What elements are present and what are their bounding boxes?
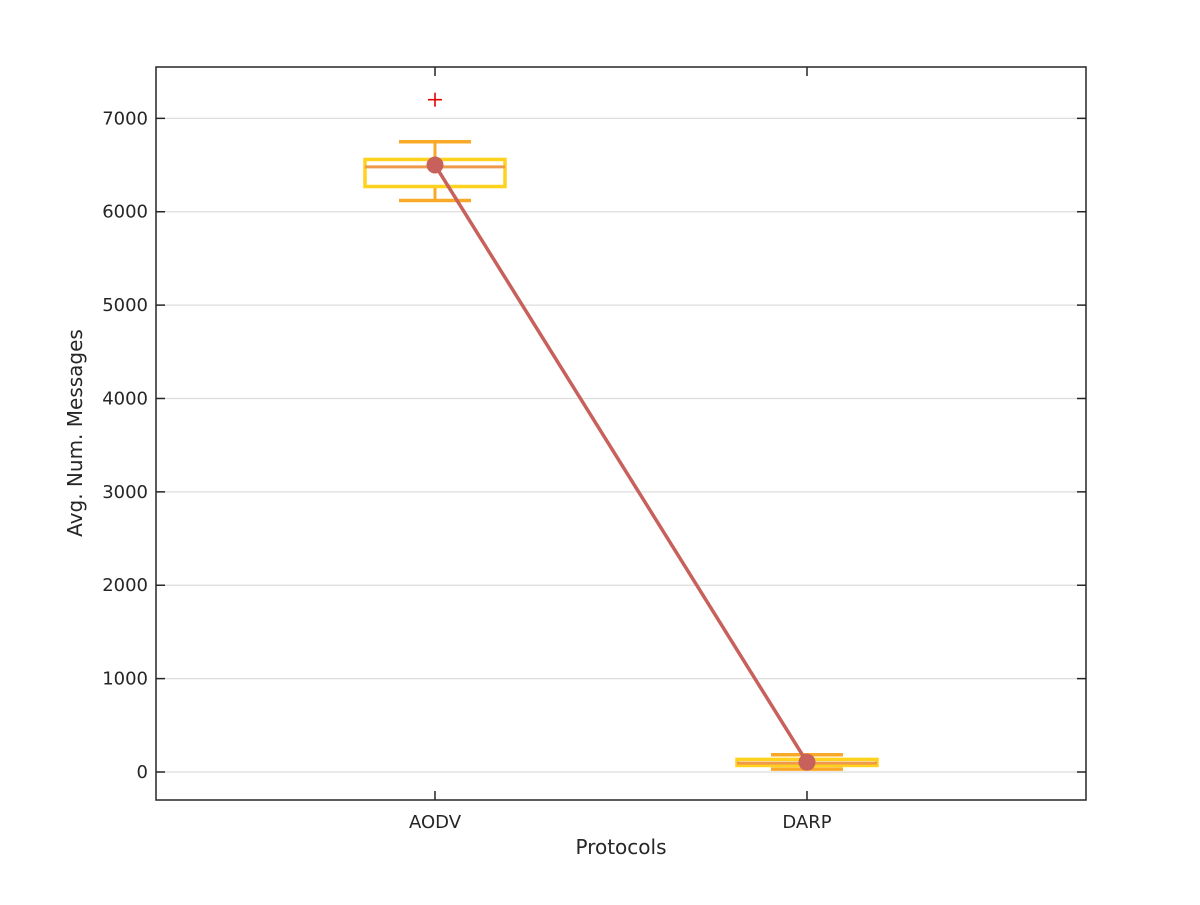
gridlines [156, 117, 1086, 773]
y-tick-label: 7000 [102, 108, 148, 129]
y-tick-label: 5000 [102, 295, 148, 316]
mean-series [426, 156, 816, 771]
x-tick-label: DARP [782, 812, 831, 833]
plot-frame [155, 66, 1087, 801]
x-axis-title: Protocols [575, 835, 666, 859]
y-tick-label: 0 [137, 762, 148, 783]
box-aodv [363, 92, 507, 203]
x-tick-label: AODV [409, 812, 462, 833]
mean-point [798, 753, 816, 771]
mean-point [426, 156, 444, 174]
y-axis-title: Avg. Num. Messages [63, 329, 87, 537]
mean-line [433, 164, 809, 764]
boxes [363, 92, 879, 771]
y-tick-label: 3000 [102, 482, 148, 503]
y-tick-label: 1000 [102, 669, 148, 690]
outlier-marker [428, 92, 442, 107]
axis-ticks: 0 1000 2000 3000 4000 5000 6000 7000 AODV DARP [102, 67, 1086, 833]
y-tick-label: 4000 [102, 388, 148, 409]
y-tick-label: 2000 [102, 575, 148, 596]
y-tick-label: 6000 [102, 202, 148, 223]
